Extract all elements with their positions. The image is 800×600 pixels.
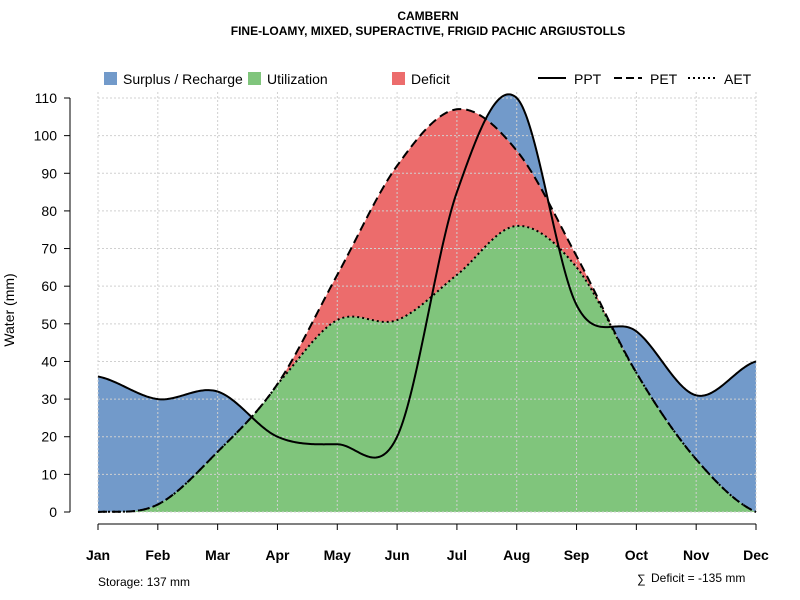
series-line-ppt [97, 93, 757, 459]
utilization-area [98, 225, 756, 512]
chart-title: CAMBERN [397, 9, 458, 23]
legend-swatch-deficit [392, 72, 405, 85]
series-lines [97, 93, 757, 513]
x-tick-label-mar: Mar [205, 547, 230, 563]
y-tick-label: 80 [41, 203, 57, 219]
legend-label-ppt: PPT [574, 71, 602, 87]
x-tick-label-jun: Jun [385, 547, 410, 563]
y-tick-label: 100 [34, 128, 58, 144]
x-tick-label-oct: Oct [625, 547, 649, 563]
x-tick-label-jul: Jul [447, 547, 467, 563]
legend-swatch-utilization [248, 72, 261, 85]
y-tick-label: 60 [41, 278, 57, 294]
chart-subtitle: FINE-LOAMY, MIXED, SUPERACTIVE, FRIGID P… [231, 24, 625, 38]
x-tick-label-aug: Aug [503, 547, 530, 563]
y-tick-label: 0 [49, 504, 57, 520]
y-tick-label: 20 [41, 429, 57, 445]
y-tick-label: 30 [41, 391, 57, 407]
x-axis: Jan Feb Mar Apr May Jun Jul Aug Sep Oct Nov Dec [86, 523, 769, 563]
y-tick-label: 110 [35, 90, 58, 106]
x-tick-label-sep: Sep [564, 547, 590, 563]
legend-swatch-surplus [104, 72, 117, 85]
legend: Surplus / Recharge Utilization Deficit PPT P… [104, 71, 752, 87]
series-line-aet [97, 224, 757, 513]
y-axis-label: Water (mm) [1, 273, 17, 346]
y-tick-label: 90 [41, 165, 57, 181]
x-tick-label-apr: Apr [265, 547, 290, 563]
legend-label-pet: PET [650, 71, 678, 87]
y-tick-label: 70 [41, 241, 57, 257]
x-tick-label-feb: Feb [145, 547, 170, 563]
storage-annotation: Storage: 137 mm [98, 575, 190, 589]
deficit-annotation: Deficit = -135 mm [651, 571, 745, 585]
legend-label-surplus: Surplus / Recharge [123, 71, 243, 87]
surplus-area [98, 94, 756, 512]
area-fills [98, 94, 756, 512]
legend-label-aet: AET [724, 71, 752, 87]
legend-label-utilization: Utilization [267, 71, 328, 87]
y-axis: 0 10 20 30 40 50 60 70 80 90 100 110 [34, 90, 71, 520]
x-tick-label-jan: Jan [86, 547, 110, 563]
y-tick-label: 50 [41, 316, 57, 332]
y-tick-label: 40 [41, 353, 57, 369]
x-tick-label-nov: Nov [683, 547, 710, 563]
grid-lines [97, 92, 757, 513]
x-tick-label-may: May [324, 547, 351, 563]
legend-label-deficit: Deficit [411, 71, 450, 87]
sum-symbol-icon: ∑ [637, 572, 646, 586]
y-tick-label: 10 [41, 466, 57, 482]
deficit-area [98, 109, 756, 512]
x-tick-label-dec: Dec [743, 547, 769, 563]
